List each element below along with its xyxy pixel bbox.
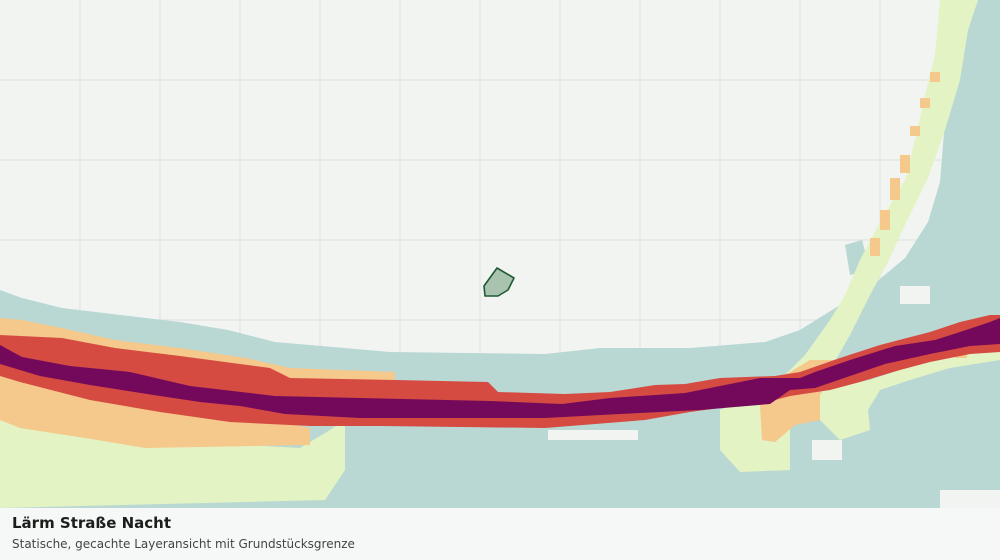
noise-band-class-2-east: [815, 345, 1000, 440]
noise-band-class-5-main: [0, 318, 1000, 418]
map-caption-title: Lärm Straße Nacht: [12, 514, 172, 532]
noise-zone-class-5: [0, 318, 1000, 418]
map-caption: Lärm Straße Nacht Statische, gecachte La…: [0, 508, 1000, 560]
noise-patch-class-3: [910, 126, 920, 136]
noise-band-class-2-corridor: [720, 0, 978, 472]
noise-patch-class-3: [920, 98, 930, 108]
parcel-boundary[interactable]: [483, 267, 515, 297]
noise-patch-class-3: [870, 238, 880, 256]
noise-patch-class-3: [930, 72, 940, 82]
noise-patch-class-3: [900, 155, 910, 173]
map-gaps: [548, 286, 1000, 508]
noise-patch-class-3: [880, 210, 890, 230]
map-caption-subtitle: Statische, gecachte Layeransicht mit Gru…: [12, 537, 355, 551]
noise-zone-class-2: [0, 0, 1000, 508]
noise-patch-class-3: [890, 178, 900, 200]
noise-band-class-2-south: [0, 420, 345, 508]
